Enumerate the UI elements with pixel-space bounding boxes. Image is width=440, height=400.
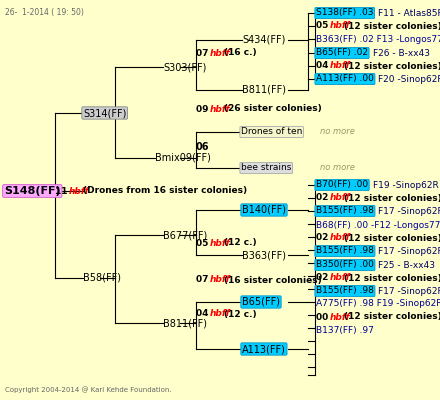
Text: (16 c.): (16 c.) bbox=[224, 48, 257, 58]
Text: B140(FF): B140(FF) bbox=[242, 205, 286, 215]
Text: F26 - B-xx43: F26 - B-xx43 bbox=[373, 48, 430, 58]
Text: 11: 11 bbox=[55, 186, 71, 196]
Text: hbff: hbff bbox=[329, 274, 350, 282]
Text: (12 sister colonies): (12 sister colonies) bbox=[344, 22, 440, 30]
Text: F17 -Sinop62R: F17 -Sinop62R bbox=[378, 286, 440, 296]
Text: B677(FF): B677(FF) bbox=[163, 230, 207, 240]
Text: 07: 07 bbox=[196, 48, 212, 58]
Text: (12 sister colonies): (12 sister colonies) bbox=[344, 194, 440, 202]
Text: hbff: hbff bbox=[209, 276, 230, 284]
Text: A113(FF) .00: A113(FF) .00 bbox=[316, 74, 374, 84]
Text: F11 - Atlas85R: F11 - Atlas85R bbox=[378, 8, 440, 18]
Text: 05: 05 bbox=[316, 22, 331, 30]
Text: hbff: hbff bbox=[209, 310, 230, 318]
Text: (16 sister colonies): (16 sister colonies) bbox=[224, 276, 322, 284]
Text: B65(FF): B65(FF) bbox=[242, 297, 280, 307]
Text: F17 -Sinop62R: F17 -Sinop62R bbox=[378, 206, 440, 216]
Text: 04: 04 bbox=[196, 310, 212, 318]
Text: 26-  1-2014 ( 19: 50): 26- 1-2014 ( 19: 50) bbox=[5, 8, 84, 17]
Text: (12 c.): (12 c.) bbox=[224, 238, 257, 248]
Text: S303(FF): S303(FF) bbox=[163, 62, 206, 72]
Text: (12 sister colonies): (12 sister colonies) bbox=[344, 274, 440, 282]
Text: (12 sister colonies): (12 sister colonies) bbox=[344, 234, 440, 242]
Text: no more: no more bbox=[320, 164, 355, 172]
Text: hbff: hbff bbox=[68, 186, 89, 196]
Text: B363(FF) .02 F13 -Longos77R: B363(FF) .02 F13 -Longos77R bbox=[316, 34, 440, 44]
Text: 02: 02 bbox=[316, 194, 331, 202]
Text: B350(FF) .00: B350(FF) .00 bbox=[316, 260, 374, 270]
Text: B58(FF): B58(FF) bbox=[83, 273, 121, 283]
Text: B811(FF): B811(FF) bbox=[242, 85, 286, 95]
Text: 05: 05 bbox=[196, 238, 212, 248]
Text: F19 -Sinop62R: F19 -Sinop62R bbox=[373, 180, 439, 190]
Text: F17 -Sinop62R: F17 -Sinop62R bbox=[378, 246, 440, 256]
Text: 04: 04 bbox=[316, 62, 332, 70]
Text: (12 sister colonies): (12 sister colonies) bbox=[344, 312, 440, 322]
Text: S434(FF): S434(FF) bbox=[242, 35, 286, 45]
Text: F25 - B-xx43: F25 - B-xx43 bbox=[378, 260, 435, 270]
Text: B155(FF) .98: B155(FF) .98 bbox=[316, 246, 374, 256]
Text: bee strains: bee strains bbox=[241, 164, 291, 172]
Text: A775(FF) .98 F19 -Sinop62R: A775(FF) .98 F19 -Sinop62R bbox=[316, 300, 440, 308]
Text: hbff: hbff bbox=[209, 238, 230, 248]
Text: Drones of ten: Drones of ten bbox=[241, 128, 302, 136]
Text: 00: 00 bbox=[316, 312, 331, 322]
Text: A113(FF): A113(FF) bbox=[242, 344, 286, 354]
Text: F20 -Sinop62R: F20 -Sinop62R bbox=[378, 74, 440, 84]
Text: hbff: hbff bbox=[329, 234, 350, 242]
Text: B65(FF) .02: B65(FF) .02 bbox=[316, 48, 368, 58]
Text: 02: 02 bbox=[316, 234, 331, 242]
Text: S148(FF): S148(FF) bbox=[4, 186, 61, 196]
Text: hbff: hbff bbox=[209, 48, 230, 58]
Text: hbff: hbff bbox=[329, 22, 350, 30]
Text: B363(FF): B363(FF) bbox=[242, 250, 286, 260]
Text: (12 c.): (12 c.) bbox=[224, 310, 257, 318]
Text: B68(FF) .00 -F12 -Longos77R: B68(FF) .00 -F12 -Longos77R bbox=[316, 220, 440, 230]
Text: B155(FF) .98: B155(FF) .98 bbox=[316, 286, 374, 296]
Text: hbff: hbff bbox=[329, 194, 350, 202]
Text: S138(FF) .03: S138(FF) .03 bbox=[316, 8, 374, 18]
Text: (26 sister colonies): (26 sister colonies) bbox=[224, 104, 322, 114]
Text: 07: 07 bbox=[196, 276, 212, 284]
Text: Bmix09(FF): Bmix09(FF) bbox=[155, 153, 211, 163]
Text: B811(FF): B811(FF) bbox=[163, 318, 207, 328]
Text: no more: no more bbox=[320, 128, 355, 136]
Text: hbff: hbff bbox=[209, 104, 230, 114]
Text: (12 sister colonies): (12 sister colonies) bbox=[344, 62, 440, 70]
Text: 09: 09 bbox=[196, 104, 212, 114]
Text: 02: 02 bbox=[316, 274, 331, 282]
Text: Copyright 2004-2014 @ Karl Kehde Foundation.: Copyright 2004-2014 @ Karl Kehde Foundat… bbox=[5, 386, 172, 393]
Text: hbff: hbff bbox=[329, 62, 350, 70]
Text: 06: 06 bbox=[196, 142, 209, 152]
Text: B137(FF) .97: B137(FF) .97 bbox=[316, 326, 374, 334]
Text: S314(FF): S314(FF) bbox=[83, 108, 126, 118]
Text: hbff: hbff bbox=[329, 312, 350, 322]
Text: B155(FF) .98: B155(FF) .98 bbox=[316, 206, 374, 216]
Text: B70(FF) .00: B70(FF) .00 bbox=[316, 180, 368, 190]
Text: (Drones from 16 sister colonies): (Drones from 16 sister colonies) bbox=[83, 186, 247, 196]
